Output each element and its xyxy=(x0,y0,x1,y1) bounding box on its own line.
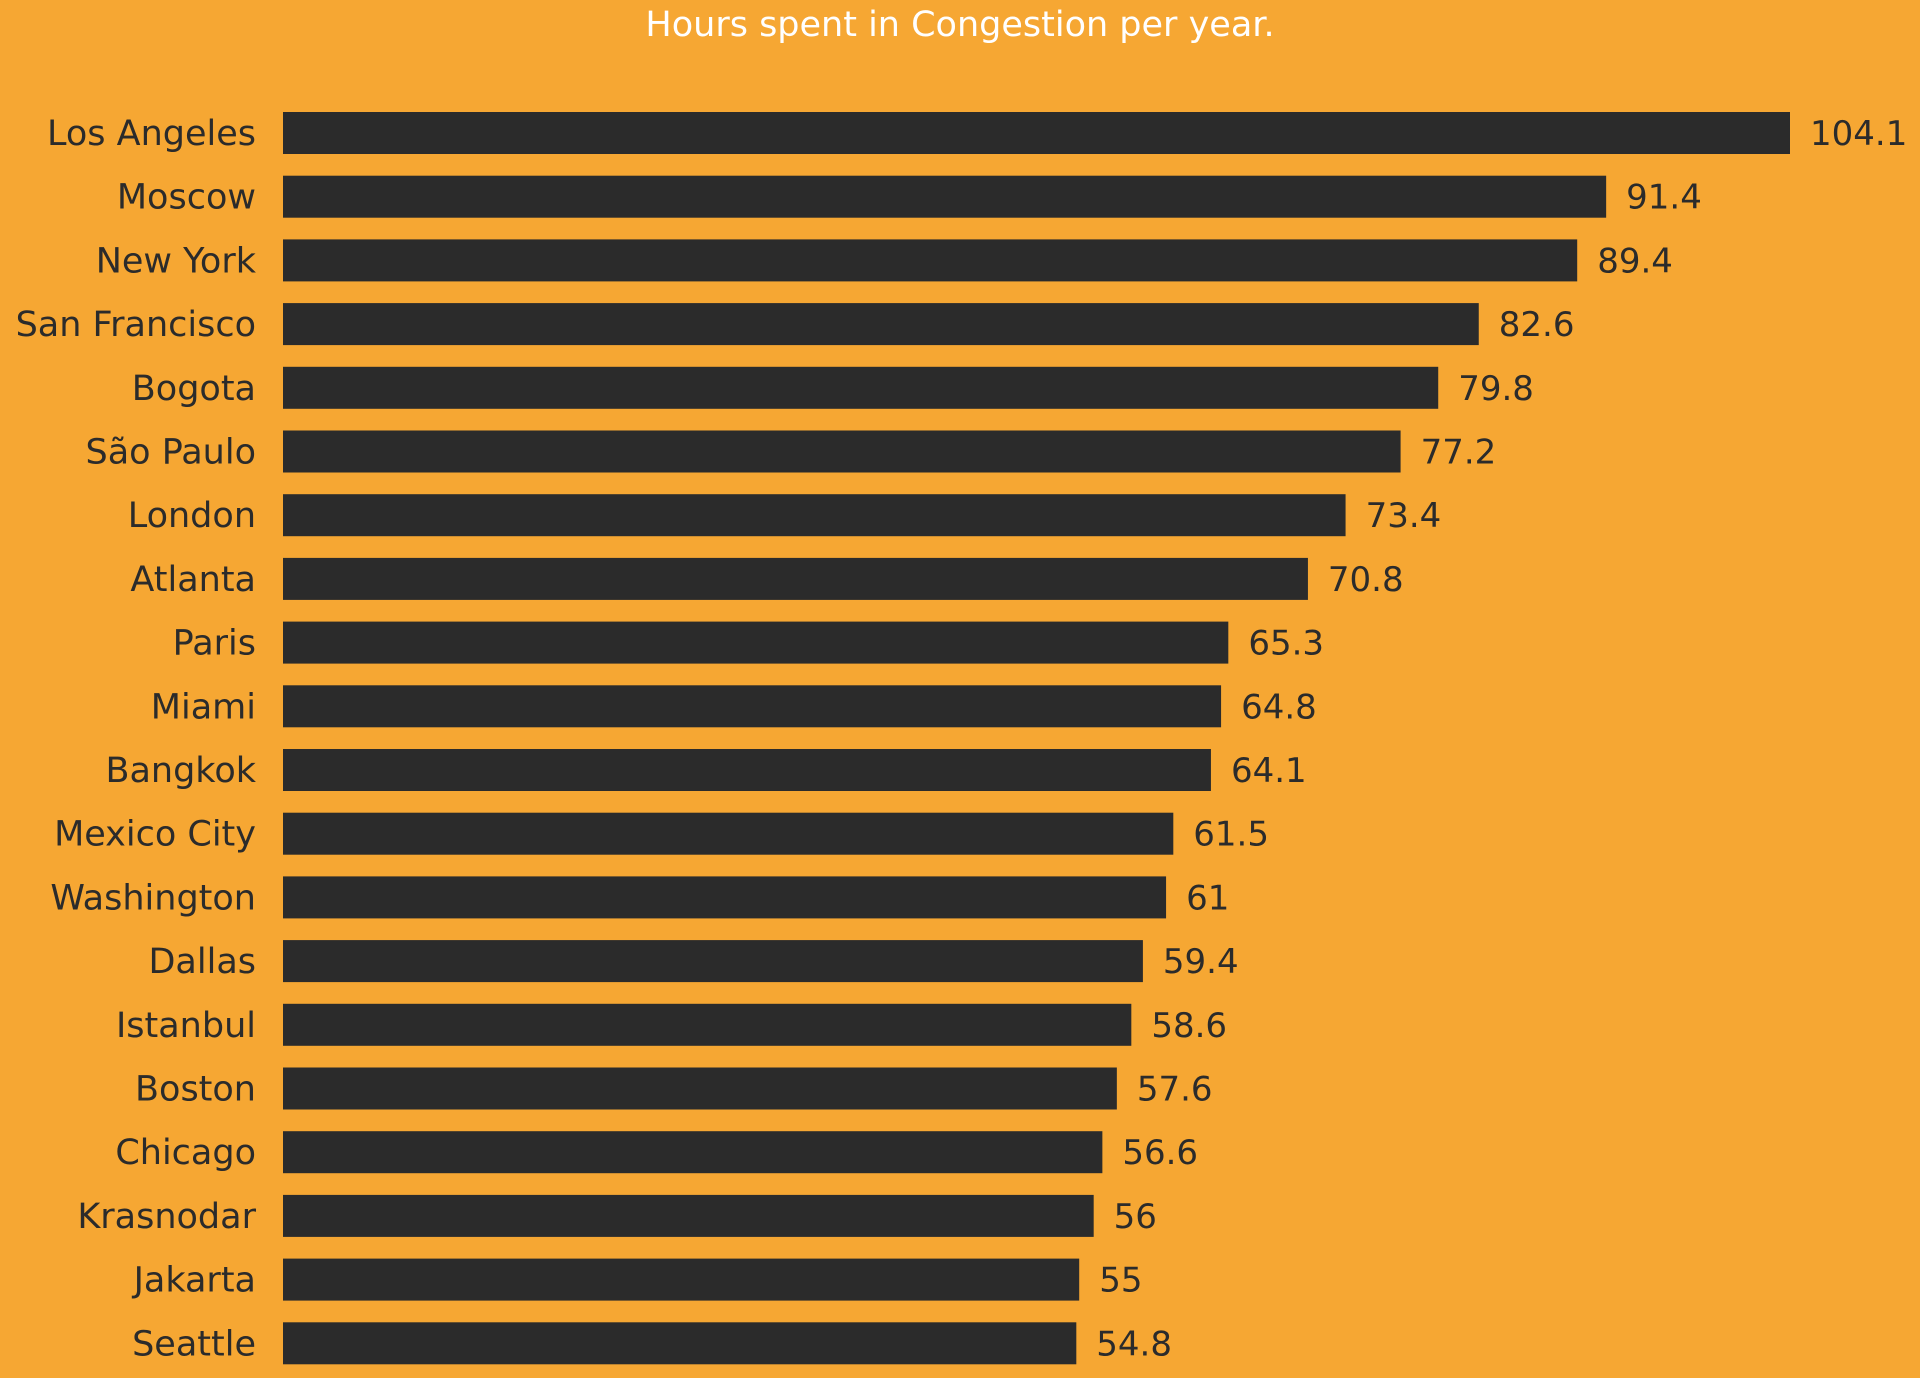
category-label-bogota: Bogota xyxy=(132,369,256,409)
chart-title: Hours spent in Congestion per year. xyxy=(645,5,1274,45)
bar-boston xyxy=(283,1067,1117,1110)
value-label-istanbul: 58.6 xyxy=(1151,1006,1227,1046)
value-label-new-york: 89.4 xyxy=(1597,241,1673,281)
category-label-san-francisco: San Francisco xyxy=(16,305,256,345)
value-label-dallas: 59.4 xyxy=(1163,942,1239,982)
bar-moscow xyxy=(283,175,1607,218)
bar-washington xyxy=(283,876,1167,919)
bar-miami xyxy=(283,685,1222,728)
value-label-krasnodar: 56 xyxy=(1114,1197,1157,1237)
value-label-bogota: 79.8 xyxy=(1458,369,1534,409)
value-label-miami: 64.8 xyxy=(1241,687,1317,727)
category-label-bangkok: Bangkok xyxy=(105,751,256,791)
category-label-london: London xyxy=(128,496,256,536)
value-label-sao-paulo: 77.2 xyxy=(1421,433,1497,473)
bar-bangkok xyxy=(283,749,1211,791)
bar-jakarta xyxy=(283,1258,1080,1301)
category-label-miami: Miami xyxy=(151,687,256,727)
bar-dallas xyxy=(283,940,1143,983)
category-labels: Los Angeles Moscow New York San Francisco Bo… xyxy=(16,114,257,1364)
category-label-istanbul: Istanbul xyxy=(116,1006,256,1046)
category-label-krasnodar: Krasnodar xyxy=(77,1197,256,1237)
bar-sao-paulo xyxy=(283,430,1401,473)
bar-krasnodar xyxy=(283,1194,1094,1237)
category-label-seattle: Seattle xyxy=(132,1324,256,1364)
category-label-moscow: Moscow xyxy=(117,178,256,218)
category-label-jakarta: Jakarta xyxy=(132,1261,256,1301)
bar-istanbul xyxy=(283,1003,1132,1046)
value-label-seattle: 54.8 xyxy=(1096,1324,1172,1364)
value-label-boston: 57.6 xyxy=(1137,1070,1213,1110)
bars xyxy=(283,112,1790,1365)
category-label-paris: Paris xyxy=(173,624,256,664)
value-label-mexico-city: 61.5 xyxy=(1193,815,1269,855)
category-label-new-york: New York xyxy=(96,241,257,281)
category-label-chicago: Chicago xyxy=(115,1133,256,1173)
bar-seattle xyxy=(283,1322,1077,1365)
category-label-mexico-city: Mexico City xyxy=(54,815,256,855)
category-label-boston: Boston xyxy=(135,1070,256,1110)
value-label-los-angeles: 104.1 xyxy=(1810,114,1907,154)
value-labels: 104.1 91.4 89.4 82.6 79.8 77.2 73.4 70.865.3 64.… xyxy=(1096,114,1907,1364)
category-label-los-angeles: Los Angeles xyxy=(47,114,256,154)
bar-paris xyxy=(283,621,1229,664)
category-label-washington: Washington xyxy=(50,878,256,918)
bar-los-angeles xyxy=(283,112,1790,154)
bar-san-francisco xyxy=(283,303,1479,346)
value-label-san-francisco: 82.6 xyxy=(1499,305,1575,345)
value-label-london: 73.4 xyxy=(1366,496,1442,536)
value-label-moscow: 91.4 xyxy=(1626,178,1702,218)
bar-atlanta xyxy=(283,557,1308,600)
value-label-chicago: 56.6 xyxy=(1122,1133,1198,1173)
bar-chicago xyxy=(283,1131,1103,1174)
bar-london xyxy=(283,494,1346,537)
bar-bogota xyxy=(283,366,1439,409)
category-label-dallas: Dallas xyxy=(148,942,256,982)
category-label-sao-paulo: São Paulo xyxy=(85,433,256,473)
bar-mexico-city xyxy=(283,812,1174,855)
value-label-paris: 65.3 xyxy=(1248,624,1324,664)
value-label-washington: 61 xyxy=(1186,878,1229,918)
bar-new-york xyxy=(283,239,1578,282)
value-label-atlanta: 70.8 xyxy=(1328,560,1404,600)
value-label-jakarta: 55 xyxy=(1099,1261,1142,1301)
value-label-bangkok: 64.1 xyxy=(1231,751,1307,791)
category-label-atlanta: Atlanta xyxy=(130,560,256,600)
